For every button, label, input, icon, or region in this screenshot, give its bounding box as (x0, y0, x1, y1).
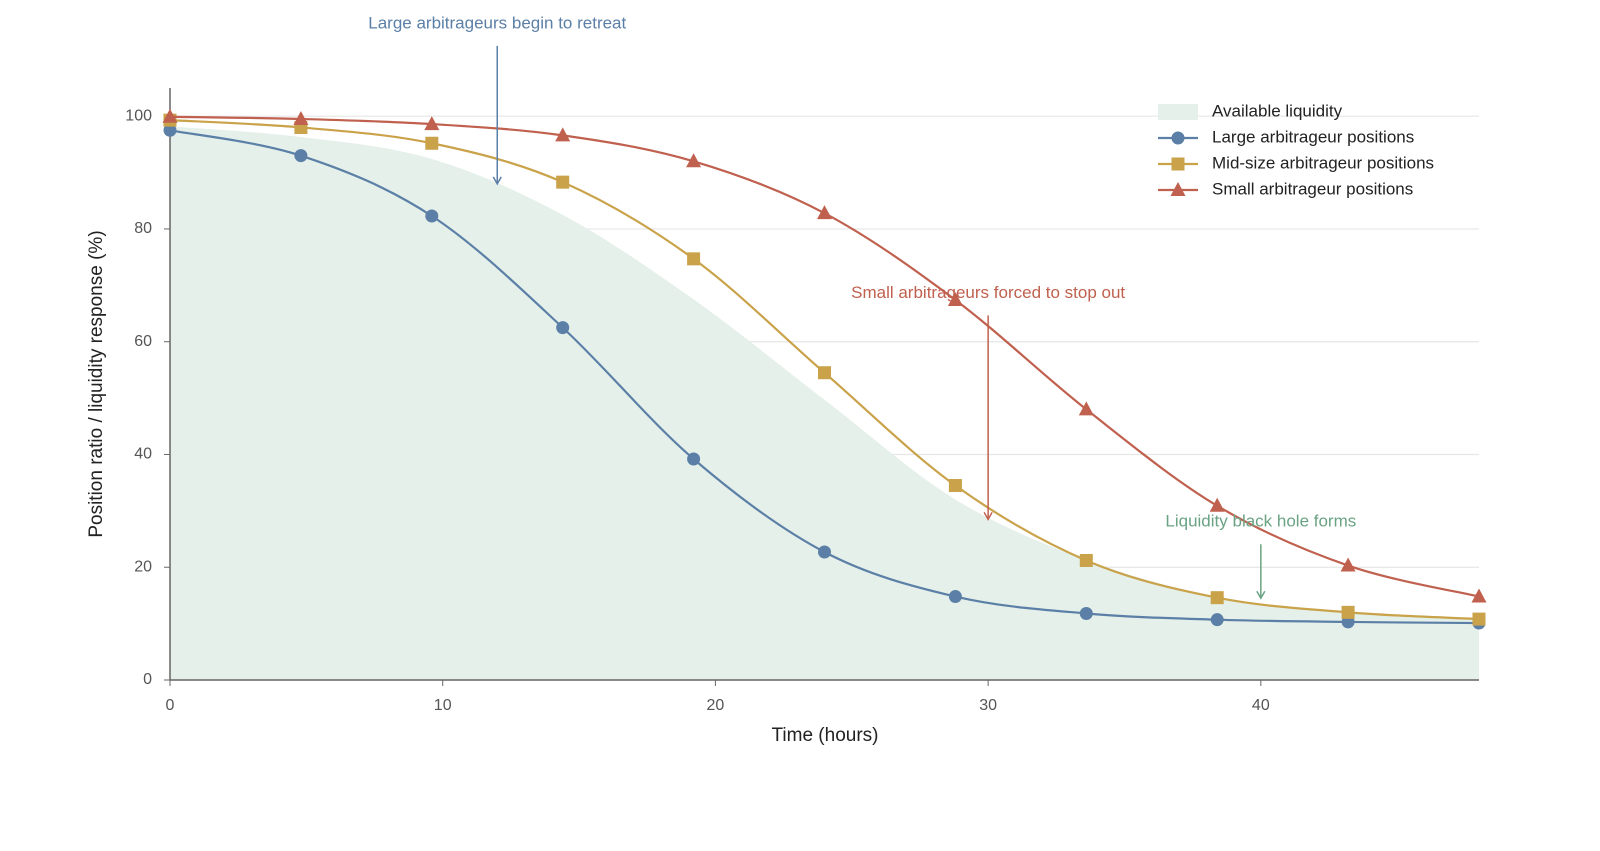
liquidity-area (170, 126, 1479, 680)
y-axis-label: Position ratio / liquidity response (%) (86, 230, 107, 537)
arrow-head (983, 511, 993, 521)
marker (425, 209, 439, 223)
marker (163, 123, 177, 137)
marker (425, 136, 439, 150)
annotation: Large arbitrageurs begin to retreat (368, 13, 626, 32)
marker (1340, 557, 1356, 572)
y-tick-label: 60 (134, 333, 152, 350)
y-tick-label: 0 (143, 671, 152, 688)
marker (1472, 612, 1486, 626)
annotation: Liquidity black hole forms (1165, 512, 1356, 531)
marker (556, 175, 570, 189)
x-tick-label: 0 (166, 697, 175, 714)
legend-label: Small arbitrageur positions (1212, 179, 1413, 198)
arrow-head (1256, 590, 1266, 600)
marker (817, 205, 832, 220)
marker (1210, 613, 1224, 627)
marker (162, 108, 178, 123)
marker (293, 111, 309, 126)
legend-swatch (1158, 104, 1198, 120)
marker (556, 321, 570, 335)
marker (686, 153, 702, 168)
legend-marker (1171, 157, 1185, 171)
marker (1079, 606, 1093, 620)
y-tick-label: 20 (134, 558, 152, 575)
x-tick-label: 10 (434, 697, 452, 714)
marker (1209, 497, 1225, 512)
marker (1078, 401, 1094, 416)
legend-marker (1170, 182, 1186, 196)
arrow-head (492, 176, 502, 186)
marker (294, 149, 308, 163)
marker (947, 291, 963, 306)
marker (818, 545, 831, 559)
marker (687, 252, 701, 266)
y-tick-label: 100 (125, 107, 152, 124)
line (169, 129, 1480, 625)
marker (424, 116, 440, 131)
legend-label: Mid-size arbitrageur positions (1212, 153, 1434, 172)
annotation: Small arbitrageurs forced to stop out (851, 283, 1125, 302)
marker (687, 452, 701, 466)
line (169, 115, 1480, 598)
marker (1210, 591, 1224, 605)
marker (555, 127, 571, 142)
marker (1341, 605, 1355, 619)
x-tick-label: 30 (979, 697, 997, 714)
marker (1471, 588, 1487, 603)
y-tick-label: 80 (134, 220, 152, 237)
y-tick-label: 40 (134, 446, 152, 463)
legend-label: Large arbitrageur positions (1212, 127, 1414, 146)
x-tick-label: 20 (707, 697, 725, 714)
marker (948, 478, 962, 492)
x-axis-label: Time (hours) (772, 725, 879, 746)
x-tick-label: 40 (1252, 697, 1270, 714)
legend-label: Available liquidity (1212, 101, 1343, 120)
marker (818, 366, 831, 380)
marker (948, 590, 962, 604)
legend-marker (1171, 131, 1185, 145)
marker (1079, 553, 1093, 567)
